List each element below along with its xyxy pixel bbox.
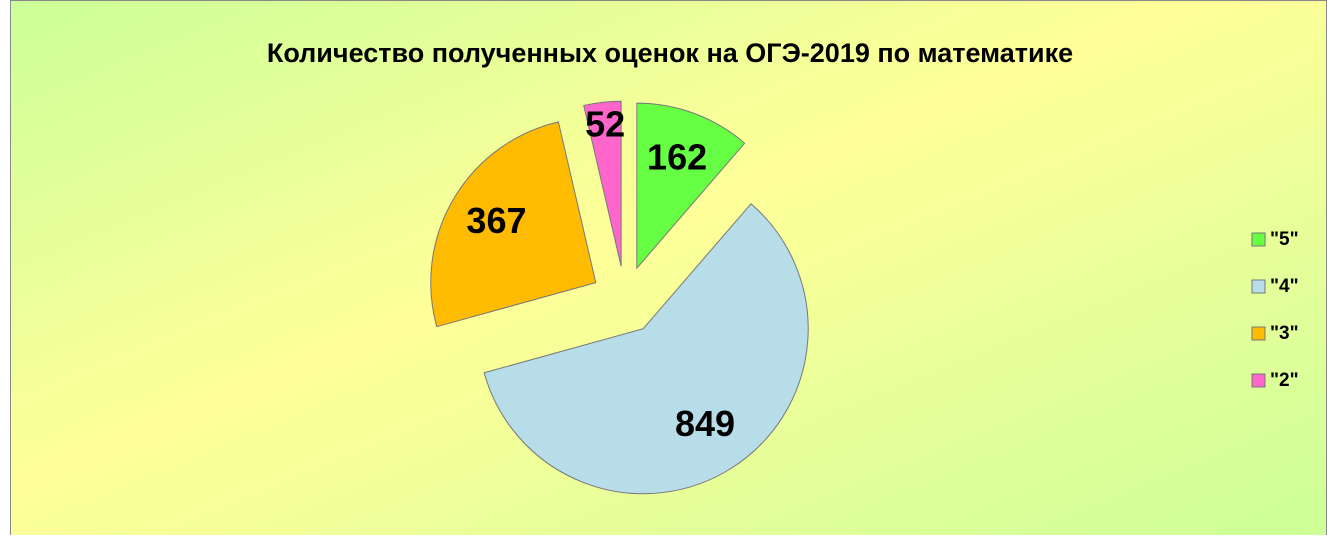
legend-swatch — [1251, 373, 1266, 388]
legend-swatch — [1251, 279, 1266, 294]
data-label: 367 — [466, 200, 526, 241]
data-label: 849 — [675, 403, 735, 444]
legend-swatch — [1251, 232, 1266, 247]
pie-slice — [583, 100, 622, 267]
legend-swatch — [1251, 326, 1266, 341]
pie-slice — [430, 121, 597, 328]
data-label: 52 — [585, 103, 625, 144]
legend-label: "2" — [1270, 370, 1299, 391]
legend-label: "3" — [1270, 323, 1299, 344]
chart-title: Количество полученных оценок на ОГЭ-2019… — [267, 38, 1073, 68]
legend-label: "4" — [1270, 276, 1299, 297]
legend-label: "5" — [1270, 229, 1299, 250]
data-label: 162 — [647, 136, 707, 177]
pie-slice — [483, 203, 809, 495]
pie-slice — [636, 102, 746, 270]
